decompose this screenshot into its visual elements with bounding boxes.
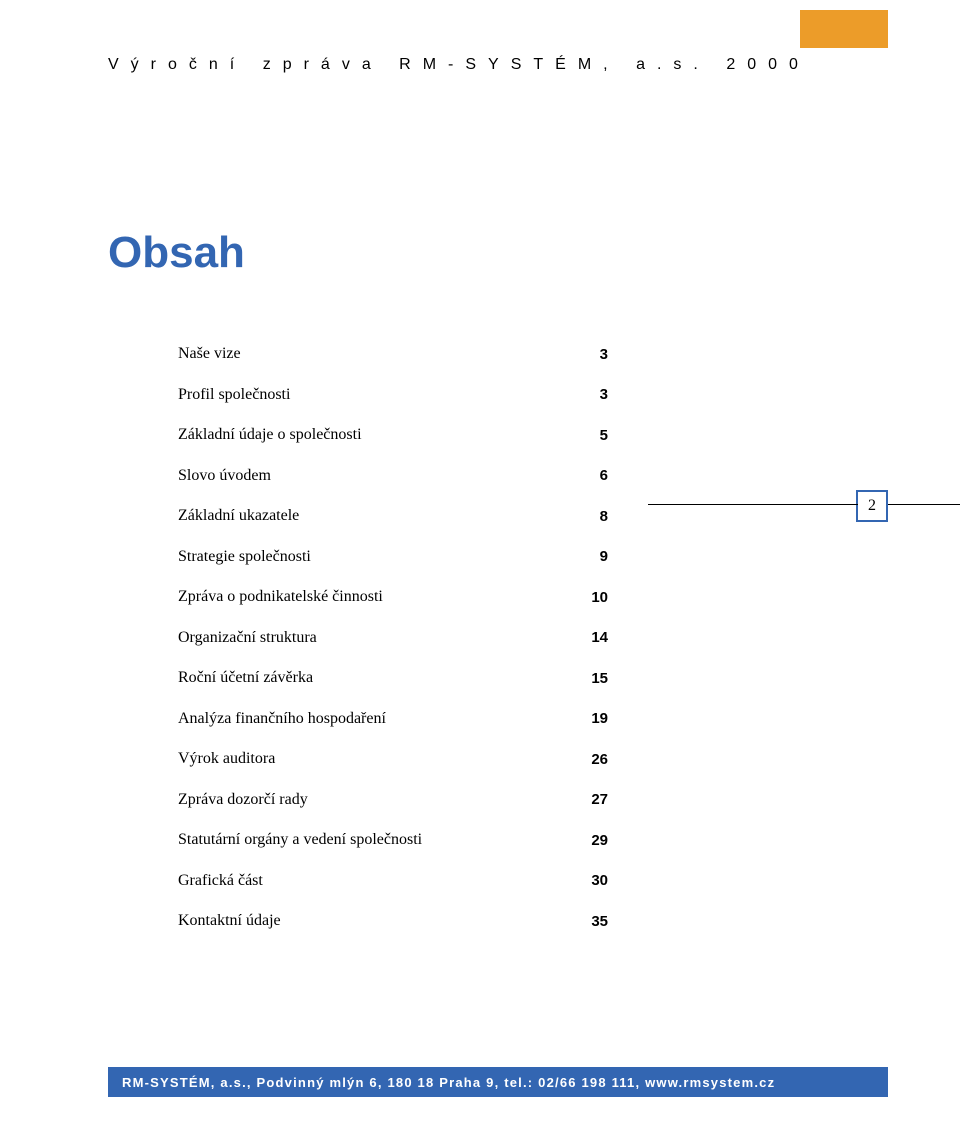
toc-label: Slovo úvodem <box>178 467 558 485</box>
toc-label: Strategie společnosti <box>178 548 558 566</box>
footer: RM-SYSTÉM, a.s., Podvinný mlýn 6, 180 18… <box>108 1067 888 1097</box>
toc-label: Naše vize <box>178 345 558 363</box>
toc-label: Grafická část <box>178 872 558 890</box>
toc-label: Statutární orgány a vedení společnosti <box>178 831 558 849</box>
page-number-value: 2 <box>856 490 888 522</box>
toc-page: 29 <box>558 832 608 849</box>
toc-row: Statutární orgány a vedení společnosti 2… <box>178 820 608 861</box>
toc-page: 3 <box>558 386 608 403</box>
toc-page: 27 <box>558 791 608 808</box>
toc-page: 35 <box>558 913 608 930</box>
toc-row: Slovo úvodem 6 <box>178 456 608 497</box>
toc-page: 5 <box>558 427 608 444</box>
toc-row: Strategie společnosti 9 <box>178 537 608 578</box>
page-number-rule-left <box>648 504 858 505</box>
toc-row: Základní údaje o společnosti 5 <box>178 415 608 456</box>
toc-row: Základní ukazatele 8 <box>178 496 608 537</box>
page: Výroční zpráva RM-SYSTÉM, a.s. 2000 Obsa… <box>0 0 960 1147</box>
toc-row: Zpráva dozorčí rady 27 <box>178 780 608 821</box>
toc-page: 10 <box>558 589 608 606</box>
toc-row: Výrok auditora 26 <box>178 739 608 780</box>
toc-label: Výrok auditora <box>178 750 558 768</box>
table-of-contents: Naše vize 3 Profil společnosti 3 Základn… <box>178 334 608 942</box>
page-title: Obsah <box>108 228 245 278</box>
page-number: 2 <box>758 490 888 522</box>
toc-label: Zpráva dozorčí rady <box>178 791 558 809</box>
toc-row: Profil společnosti 3 <box>178 375 608 416</box>
toc-row: Roční účetní závěrka 15 <box>178 658 608 699</box>
toc-row: Naše vize 3 <box>178 334 608 375</box>
toc-page: 8 <box>558 508 608 525</box>
toc-row: Organizační struktura 14 <box>178 618 608 659</box>
toc-page: 30 <box>558 872 608 889</box>
toc-row: Grafická část 30 <box>178 861 608 902</box>
toc-page: 6 <box>558 467 608 484</box>
toc-label: Profil společnosti <box>178 386 558 404</box>
accent-bar <box>800 10 888 48</box>
toc-label: Základní ukazatele <box>178 507 558 525</box>
header-report-type: Výroční zpráva <box>108 56 383 73</box>
toc-row: Zpráva o podnikatelské činnosti 10 <box>178 577 608 618</box>
toc-page: 19 <box>558 710 608 727</box>
toc-label: Kontaktní údaje <box>178 912 558 930</box>
toc-page: 26 <box>558 751 608 768</box>
page-number-rule-right <box>888 504 960 505</box>
toc-label: Organizační struktura <box>178 629 558 647</box>
footer-text: RM-SYSTÉM, a.s., Podvinný mlýn 6, 180 18… <box>122 1075 775 1090</box>
toc-row: Analýza finančního hospodaření 19 <box>178 699 608 740</box>
header-year: 2000 <box>726 56 810 73</box>
toc-page: 14 <box>558 629 608 646</box>
toc-row: Kontaktní údaje 35 <box>178 901 608 942</box>
toc-page: 15 <box>558 670 608 687</box>
header-company: RM-SYSTÉM, a.s. <box>399 56 710 73</box>
toc-page: 9 <box>558 548 608 565</box>
toc-page: 3 <box>558 346 608 363</box>
header: Výroční zpráva RM-SYSTÉM, a.s. 2000 <box>108 56 888 74</box>
toc-label: Roční účetní závěrka <box>178 669 558 687</box>
toc-label: Zpráva o podnikatelské činnosti <box>178 588 558 606</box>
toc-label: Analýza finančního hospodaření <box>178 710 558 728</box>
toc-label: Základní údaje o společnosti <box>178 426 558 444</box>
